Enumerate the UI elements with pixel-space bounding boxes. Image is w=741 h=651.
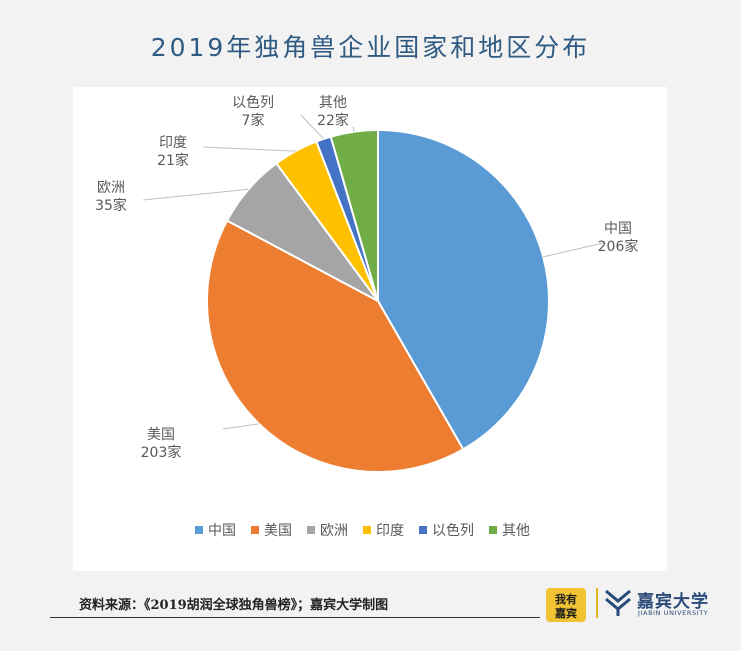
callout-name-india: 印度 — [159, 135, 187, 151]
pie-chart: 中国206家美国203家欧洲35家印度21家以色列7家其他22家 中国 美国 欧洲印… — [95, 94, 638, 539]
legend-label-israel: 以色列 — [432, 522, 474, 539]
callout-line-israel — [300, 114, 324, 140]
callout-name-europe: 欧洲 — [97, 180, 125, 196]
callout-name-israel: 以色列 — [232, 94, 274, 111]
wechat-badge-logo: 我有 嘉宾 — [546, 588, 586, 622]
legend-label-usa: 美国 — [264, 523, 292, 539]
legend-swatch-europe — [307, 526, 315, 534]
svg-text:嘉宾: 嘉宾 — [554, 606, 577, 620]
chart-title: 2019年独角兽企业国家和地区分布 — [150, 33, 591, 62]
callout-line-usa — [222, 423, 260, 430]
legend-label-india: 印度 — [376, 523, 404, 539]
legend-swatch-other — [489, 526, 497, 534]
pie-slices — [206, 128, 550, 473]
university-logo-icon — [605, 589, 631, 616]
logo-divider — [596, 588, 598, 618]
callout-value-usa: 203家 — [141, 444, 182, 461]
pie-slice-china — [377, 128, 550, 451]
university-name: 嘉宾大学 — [637, 592, 709, 612]
legend-label-europe: 欧洲 — [320, 523, 348, 539]
chart-panel: 中国 206家 美国 203家 欧洲 35家 印度 21家 以色列 7家 其他 22家 中国 美国 欧洲印… — [73, 87, 667, 571]
legend-swatch-israel — [419, 526, 427, 534]
callout-line-europe — [142, 188, 249, 201]
svg-text:我有: 我有 — [555, 592, 577, 606]
callout-line-other — [352, 126, 355, 132]
callout-name-other: 其他 — [319, 95, 347, 111]
callout-name-china: 中国 — [604, 221, 632, 237]
footer-divider — [50, 617, 540, 618]
legend-label-china: 中国 — [208, 523, 236, 539]
source-note: 资料来源：《2019胡润全球独角兽榜》；嘉宾大学制图 — [79, 598, 389, 613]
callout-value-china: 206家 — [598, 238, 639, 255]
callout-value-europe: 35家 — [95, 197, 127, 214]
pie-slice-other — [329, 128, 379, 302]
pie-slice-usa — [206, 219, 465, 473]
callout-value-israel: 7家 — [242, 112, 265, 129]
legend-swatch-usa — [251, 526, 259, 534]
legend-swatch-india — [363, 526, 371, 534]
callout-name-usa: 美国 — [147, 427, 175, 443]
chart-legend: 中国 美国 欧洲 印度 以色列 其他 — [195, 522, 530, 539]
callout-line-india — [202, 146, 296, 152]
callout-line-china — [543, 242, 604, 258]
legend-label-other: 其他 — [502, 523, 530, 539]
university-name-en: JIABIN UNIVERSITY — [638, 609, 709, 617]
callout-value-other: 22家 — [317, 112, 349, 129]
legend-swatch-china — [195, 526, 203, 534]
callout-value-india: 21家 — [157, 152, 189, 169]
